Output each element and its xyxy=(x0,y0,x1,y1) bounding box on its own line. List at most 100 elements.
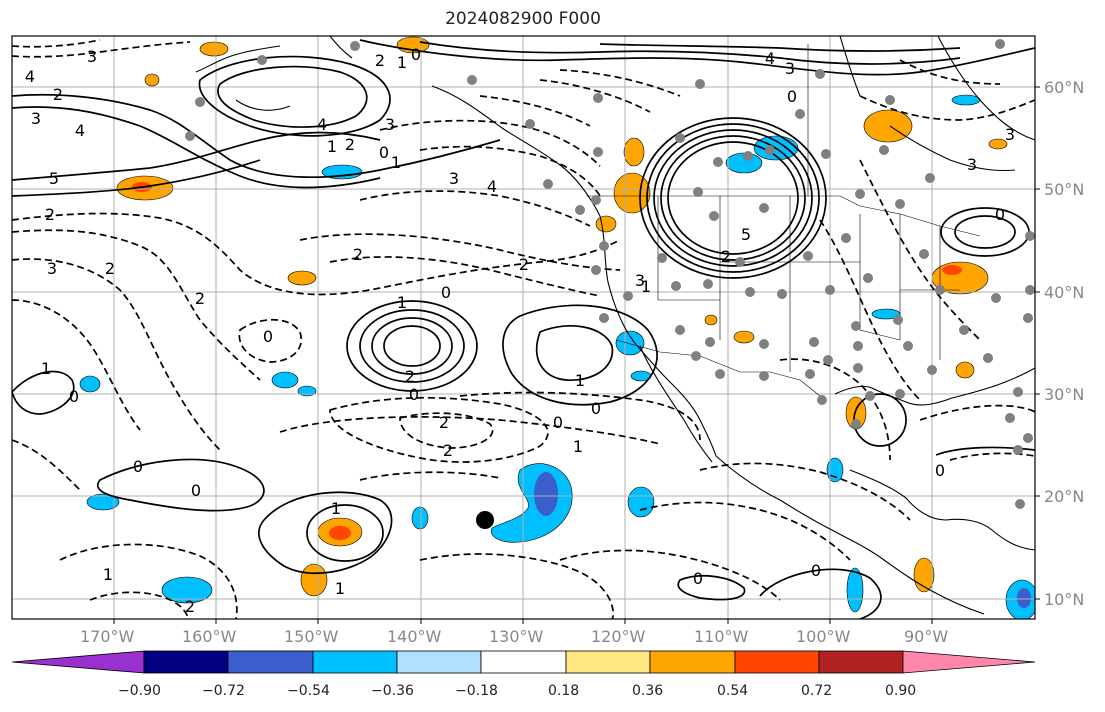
colorbar-segment xyxy=(11,650,145,674)
contour-label: 1 xyxy=(327,137,337,156)
contour-label: 2 xyxy=(45,205,55,224)
colorbar-segment xyxy=(312,650,398,674)
colorbar xyxy=(11,650,1036,674)
contour-label: 3 xyxy=(385,115,395,134)
positive-anomaly-patch xyxy=(623,137,645,167)
contour-label: 0 xyxy=(787,87,797,106)
contour-label: 0 xyxy=(441,283,451,302)
colorbar-tick-label: −0.18 xyxy=(455,683,498,699)
contour-label: 4 xyxy=(75,121,85,140)
positive-anomaly-patch xyxy=(955,361,975,379)
contour-label: 0 xyxy=(409,385,419,404)
positive-anomaly-patch xyxy=(144,73,160,87)
contour-label: 0 xyxy=(191,481,201,500)
colorbar-tick-label: 0.54 xyxy=(717,683,749,699)
negative-anomaly-patch xyxy=(321,164,363,180)
colorbar-tick-label: 0.90 xyxy=(885,683,917,699)
contour-label: 1 xyxy=(575,371,585,390)
contour-label: 3 xyxy=(967,155,977,174)
lat-label: 60°N xyxy=(1044,78,1085,97)
contour-label: 5 xyxy=(49,169,59,188)
contour-label: 3 xyxy=(1005,125,1015,144)
negative-anomaly-patch xyxy=(846,567,864,613)
positive-anomaly-patch xyxy=(199,41,229,57)
contour-label: 2 xyxy=(405,367,415,386)
positive-anomaly-patch xyxy=(287,270,317,286)
contour-labels: 3 4 2 4 3 5 2 3 2 1 0 4 3 2 1 0 1 2 3 4 … xyxy=(25,45,1015,616)
positive-anomaly-patch xyxy=(733,330,755,344)
positive-contours xyxy=(12,39,1035,619)
colorbar-tick-label: −0.72 xyxy=(202,683,245,699)
contour-label: 2 xyxy=(185,597,195,616)
coastlines xyxy=(195,36,1035,615)
contour-label: 2 xyxy=(105,259,115,278)
contour-label: 3 xyxy=(47,259,57,278)
colorbar-tick-label: −0.36 xyxy=(371,683,414,699)
lat-label: 20°N xyxy=(1044,487,1085,506)
colorbar-segment xyxy=(143,650,229,674)
contour-label: 3 xyxy=(785,59,795,78)
contour-label: 1 xyxy=(391,153,401,172)
negative-anomaly-patch xyxy=(627,486,655,518)
lon-label: 170°W xyxy=(80,627,135,646)
contour-label: 5 xyxy=(741,225,751,244)
negative-anomaly-patch xyxy=(161,576,213,604)
colorbar-segment xyxy=(227,650,314,674)
contour-label: 1 xyxy=(331,499,341,518)
strong-negative-core xyxy=(534,472,558,516)
lon-label: 90°W xyxy=(904,627,949,646)
contour-label: 3 xyxy=(31,109,41,128)
lon-label: 130°W xyxy=(489,627,544,646)
lat-label: 10°N xyxy=(1044,590,1085,609)
contour-label: 1 xyxy=(573,437,583,456)
contour-label: 0 xyxy=(133,457,143,476)
colorbar-segment xyxy=(818,650,904,674)
contour-label: 0 xyxy=(591,399,601,418)
positive-anomaly-patch xyxy=(988,138,1008,150)
colorbar-segment xyxy=(649,650,736,674)
contour-label: 1 xyxy=(397,293,407,312)
colorbar-segment xyxy=(902,650,1036,674)
contour-label: 0 xyxy=(379,143,389,162)
negative-anomaly-patch xyxy=(951,94,981,106)
contour-label: 0 xyxy=(411,45,421,64)
negative-anomaly-patch xyxy=(615,330,645,356)
contour-label: 2 xyxy=(439,413,449,432)
map-title: 2024082900 F000 xyxy=(445,9,601,29)
negative-anomaly-patch xyxy=(826,457,844,483)
lat-label: 40°N xyxy=(1044,283,1085,302)
contour-label: 2 xyxy=(53,85,63,104)
colorbar-segment xyxy=(480,650,567,674)
contour-label: 3 xyxy=(87,47,97,66)
contour-label: 0 xyxy=(553,413,563,432)
contour-label: 1 xyxy=(41,359,51,378)
positive-anomaly-patch xyxy=(613,172,651,214)
colorbar-tick-label: −0.90 xyxy=(118,683,161,699)
contour-label: 1 xyxy=(641,277,651,296)
contour-label: 3 xyxy=(635,271,645,290)
colorbar-segment xyxy=(396,650,482,674)
contour-label: 1 xyxy=(397,53,407,72)
contour-label: 4 xyxy=(317,115,327,134)
contour-label: 2 xyxy=(345,135,355,154)
lon-label: 140°W xyxy=(387,627,442,646)
axis-ticks xyxy=(113,86,1040,624)
colorbar-tick-label: −0.54 xyxy=(287,683,330,699)
lon-label: 110°W xyxy=(694,627,749,646)
center-marker xyxy=(476,511,494,529)
contour-label: 2 xyxy=(375,51,385,70)
contour-label: 4 xyxy=(765,49,775,68)
positive-anomaly-patch xyxy=(863,109,913,143)
lon-label: 100°W xyxy=(796,627,851,646)
station-markers xyxy=(185,39,1035,509)
contour-label: 0 xyxy=(811,561,821,580)
positive-anomaly-patch xyxy=(300,563,328,597)
contour-label: 0 xyxy=(935,461,945,480)
lat-label: 50°N xyxy=(1044,180,1085,199)
strong-positive-core xyxy=(942,265,962,275)
contour-label: 4 xyxy=(25,67,35,86)
lon-label: 160°W xyxy=(182,627,237,646)
contour-label: 2 xyxy=(353,245,363,264)
contour-label: 0 xyxy=(995,205,1005,224)
